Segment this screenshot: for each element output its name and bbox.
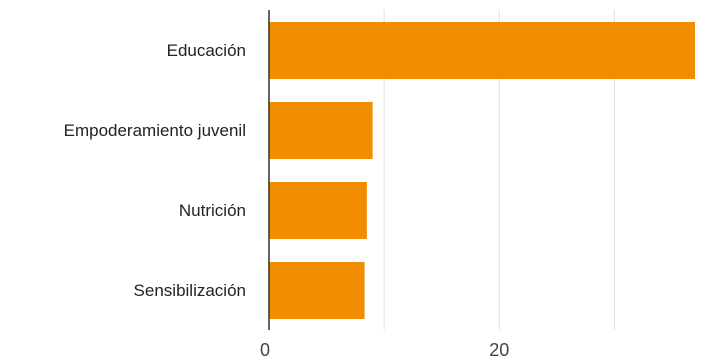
x-tick-labels: 0 20 xyxy=(260,340,509,360)
x-tick-label-0: 0 xyxy=(260,340,270,360)
bar-1 xyxy=(269,102,373,159)
category-label-2: Nutrición xyxy=(179,201,246,220)
x-tick-label-20: 20 xyxy=(489,340,509,360)
category-label-3: Sensibilización xyxy=(134,281,246,300)
bar-3 xyxy=(269,262,365,319)
category-label-1: Empoderamiento juvenil xyxy=(64,121,246,140)
bar-2 xyxy=(269,182,367,239)
category-label-0: Educación xyxy=(167,41,246,60)
category-labels: Educación Empoderamiento juvenil Nutrición… xyxy=(64,41,246,300)
bars xyxy=(269,22,695,319)
bar-0 xyxy=(269,22,695,79)
